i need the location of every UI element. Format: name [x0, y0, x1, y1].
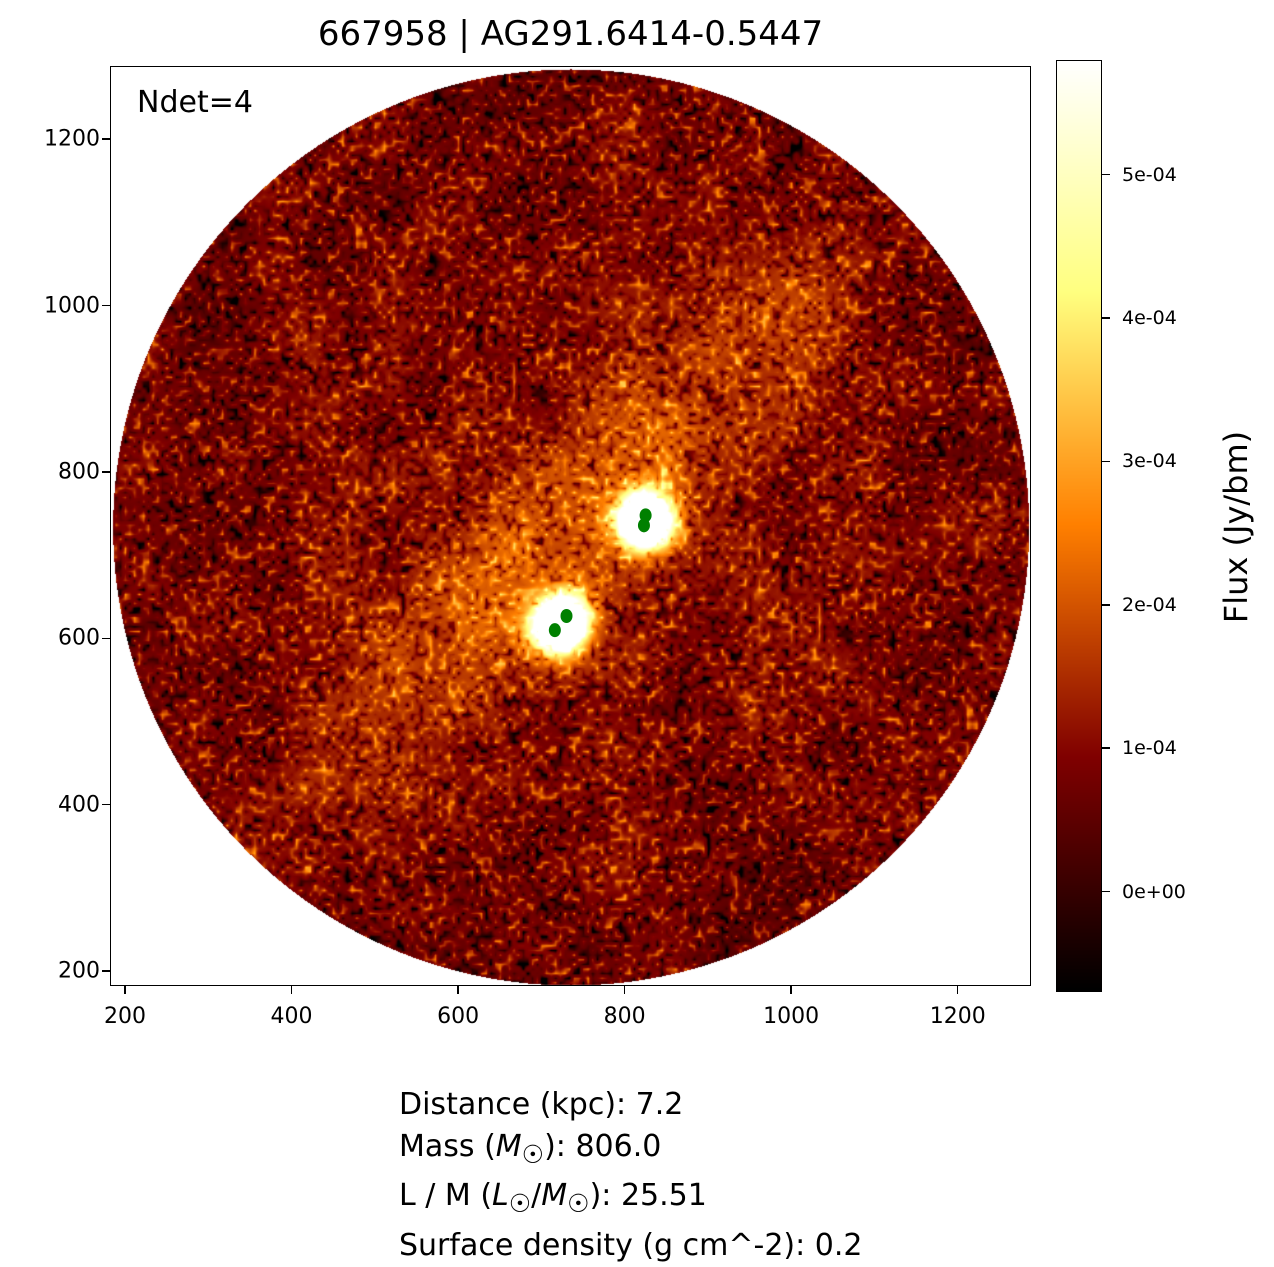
colorbar-tick-mark	[1102, 747, 1110, 749]
colorbar-tick-label: 3e-04	[1122, 450, 1177, 473]
colorbar-tick-label: 1e-04	[1122, 737, 1177, 760]
colorbar-tick-mark	[1102, 173, 1110, 176]
x-tick-mark	[790, 986, 792, 994]
x-tick-label: 400	[270, 1004, 313, 1029]
lm-text: L / M (L☉/M☉): 25.51	[399, 1178, 707, 1218]
y-tick-label: 200	[58, 958, 100, 984]
x-tick-label: 600	[437, 1004, 480, 1029]
x-tick-mark	[457, 986, 459, 994]
y-tick-label: 1000	[44, 293, 100, 319]
x-tick-label: 200	[103, 1004, 146, 1029]
colorbar-tick-mark	[1102, 604, 1110, 606]
colorbar-tick-label: 4e-04	[1122, 307, 1177, 330]
x-tick-mark	[290, 986, 293, 994]
colorbar-tick-mark	[1102, 460, 1110, 463]
colorbar-tick-label: 5e-04	[1122, 163, 1177, 186]
colorbar	[1056, 60, 1102, 992]
source-info: Distance (kpc): 7.2 Mass (M☉): 806.0 L /…	[399, 1084, 862, 1266]
surface-density-text: Surface density (g cm^-2): 0.2	[399, 1227, 863, 1263]
y-tick-mark	[102, 304, 110, 307]
detection-marker	[560, 609, 573, 624]
colorbar-tick-mark	[1102, 317, 1110, 319]
mass-text: Mass (M☉): 806.0	[399, 1128, 662, 1169]
detections-overlay	[548, 508, 652, 638]
detection-marker	[548, 623, 561, 638]
y-tick-mark	[102, 803, 110, 806]
y-tick-label: 600	[58, 625, 100, 651]
colorbar-tick-label: 2e-04	[1122, 593, 1177, 616]
y-tick-label: 800	[58, 459, 100, 485]
y-tick-label: 400	[58, 792, 100, 818]
x-tick-mark	[623, 986, 626, 994]
distance-text: Distance (kpc): 7.2	[399, 1087, 684, 1122]
y-tick-label: 1200	[44, 126, 100, 152]
colorbar-tick-mark	[1102, 890, 1110, 893]
y-tick-mark	[102, 471, 110, 473]
ndet-annotation: Ndet=4	[137, 85, 253, 120]
y-tick-mark	[102, 138, 110, 140]
x-tick-label: 800	[603, 1004, 646, 1029]
x-tick-label: 1200	[929, 1004, 986, 1029]
chart-title: 667958 | AG291.6414-0.5447	[317, 14, 824, 54]
x-tick-mark	[124, 986, 126, 994]
flux-map-image	[111, 67, 1030, 985]
colorbar-label: Flux (Jy/bm)	[1217, 430, 1255, 624]
x-tick-label: 1000	[763, 1004, 820, 1029]
y-tick-mark	[102, 637, 110, 640]
colorbar-tick-label: 0e+00	[1122, 880, 1186, 903]
detection-marker	[637, 518, 650, 533]
y-tick-mark	[102, 970, 110, 972]
image-axes: Ndet=4	[110, 66, 1031, 986]
x-tick-mark	[956, 986, 959, 994]
